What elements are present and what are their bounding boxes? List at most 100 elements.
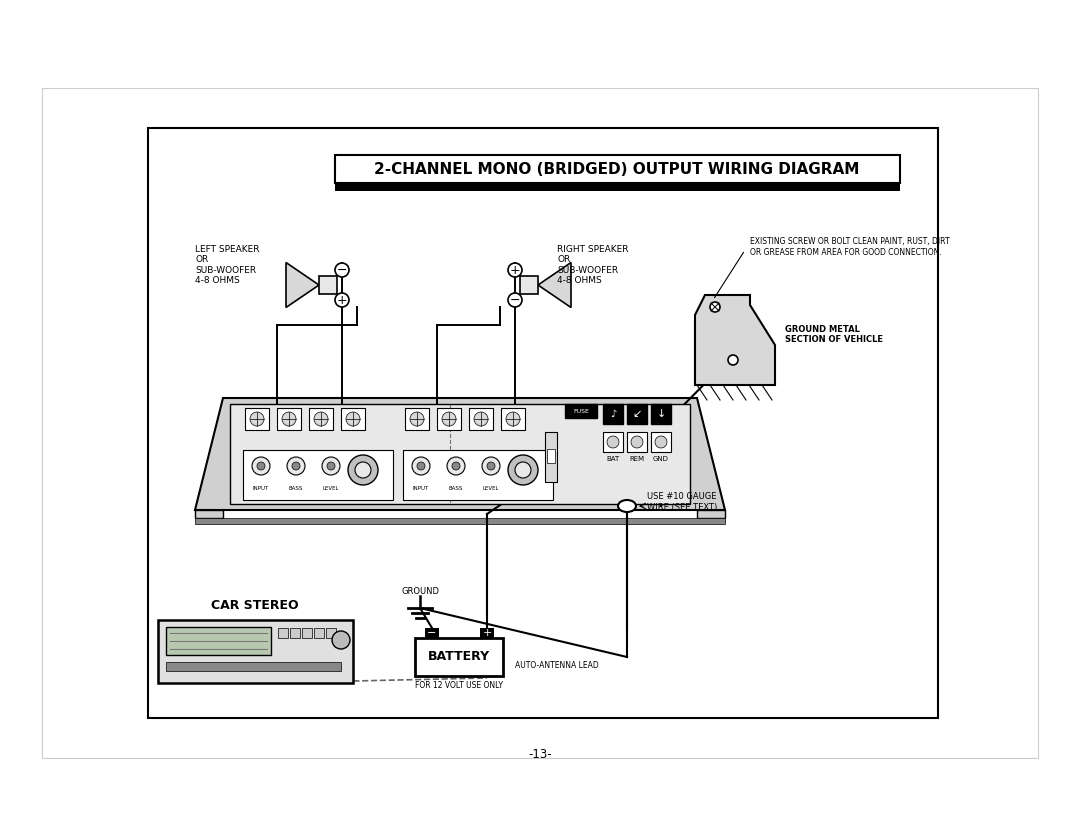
Bar xyxy=(519,276,538,294)
Bar xyxy=(480,628,494,638)
Polygon shape xyxy=(195,398,725,510)
Text: -13-: -13- xyxy=(528,748,552,761)
Text: INPUT: INPUT xyxy=(253,486,269,491)
Bar xyxy=(278,628,288,638)
Circle shape xyxy=(417,462,426,470)
Text: −: − xyxy=(337,264,348,277)
Polygon shape xyxy=(697,510,725,518)
Text: −: − xyxy=(428,628,436,638)
Text: +: + xyxy=(510,264,521,277)
Text: BASS: BASS xyxy=(449,486,463,491)
Circle shape xyxy=(252,457,270,475)
Bar xyxy=(245,408,269,430)
Text: CAR STEREO: CAR STEREO xyxy=(212,599,299,612)
Circle shape xyxy=(257,462,265,470)
Bar xyxy=(302,628,312,638)
Text: FOR 12 VOLT USE ONLY: FOR 12 VOLT USE ONLY xyxy=(415,681,503,690)
Circle shape xyxy=(631,436,643,448)
Circle shape xyxy=(474,412,488,426)
Circle shape xyxy=(322,457,340,475)
Circle shape xyxy=(508,455,538,485)
Circle shape xyxy=(314,412,328,426)
Text: +: + xyxy=(337,294,348,307)
Circle shape xyxy=(335,263,349,277)
Circle shape xyxy=(332,631,350,649)
Circle shape xyxy=(292,462,300,470)
Text: AUTO-ANTENNA LEAD: AUTO-ANTENNA LEAD xyxy=(515,661,598,670)
Polygon shape xyxy=(286,263,319,308)
Bar xyxy=(276,408,301,430)
Circle shape xyxy=(654,436,667,448)
Bar xyxy=(627,432,647,452)
Bar xyxy=(651,404,671,424)
Text: GROUND: GROUND xyxy=(401,587,438,596)
Text: BATTERY: BATTERY xyxy=(428,651,490,664)
Text: INPUT: INPUT xyxy=(413,486,429,491)
Bar xyxy=(319,276,337,294)
Text: ↓: ↓ xyxy=(657,409,665,419)
Circle shape xyxy=(287,457,305,475)
Text: EXISTING SCREW OR BOLT CLEAN PAINT, RUST, DIRT: EXISTING SCREW OR BOLT CLEAN PAINT, RUST… xyxy=(750,237,949,246)
Bar xyxy=(309,408,333,430)
Bar xyxy=(341,408,365,430)
Text: USE #10 GAUGE
WIRE (SEE TEXT): USE #10 GAUGE WIRE (SEE TEXT) xyxy=(647,492,717,512)
Text: ↙: ↙ xyxy=(632,409,642,419)
Ellipse shape xyxy=(618,500,636,512)
Text: 2-CHANNEL MONO (BRIDGED) OUTPUT WIRING DIAGRAM: 2-CHANNEL MONO (BRIDGED) OUTPUT WIRING D… xyxy=(375,162,860,177)
Bar xyxy=(603,432,623,452)
Bar xyxy=(437,408,461,430)
Bar xyxy=(405,408,429,430)
Bar xyxy=(546,449,555,463)
Circle shape xyxy=(348,455,378,485)
Bar xyxy=(415,638,503,676)
Bar xyxy=(469,408,492,430)
Bar xyxy=(195,518,725,524)
Bar xyxy=(291,628,300,638)
Circle shape xyxy=(327,462,335,470)
Text: BAT: BAT xyxy=(606,456,620,462)
Circle shape xyxy=(515,462,531,478)
Text: REM: REM xyxy=(630,456,645,462)
Circle shape xyxy=(508,293,522,307)
Bar xyxy=(166,627,271,655)
Text: +: + xyxy=(483,628,491,638)
Bar xyxy=(651,432,671,452)
Circle shape xyxy=(411,457,430,475)
Bar xyxy=(565,404,597,418)
Circle shape xyxy=(442,412,456,426)
Bar xyxy=(627,404,647,424)
Text: ♪: ♪ xyxy=(610,409,616,419)
Bar xyxy=(603,404,623,424)
Bar xyxy=(501,408,525,430)
Bar xyxy=(243,450,393,500)
Text: RIGHT SPEAKER
OR
SUB-WOOFER
4-8 OHMS: RIGHT SPEAKER OR SUB-WOOFER 4-8 OHMS xyxy=(557,245,629,285)
Circle shape xyxy=(447,457,465,475)
Circle shape xyxy=(355,462,372,478)
Circle shape xyxy=(249,412,264,426)
Bar xyxy=(230,404,690,504)
Circle shape xyxy=(508,263,522,277)
Circle shape xyxy=(728,355,738,365)
Circle shape xyxy=(710,302,720,312)
Polygon shape xyxy=(538,263,571,308)
Bar xyxy=(403,450,553,500)
Circle shape xyxy=(335,293,349,307)
Circle shape xyxy=(453,462,460,470)
Text: LEVEL: LEVEL xyxy=(483,486,499,491)
Circle shape xyxy=(482,457,500,475)
Polygon shape xyxy=(696,295,775,385)
Bar xyxy=(335,183,900,191)
Bar xyxy=(42,88,1038,758)
Circle shape xyxy=(282,412,296,426)
Text: BASS: BASS xyxy=(288,486,303,491)
Text: LEFT SPEAKER
OR
SUB-WOOFER
4-8 OHMS: LEFT SPEAKER OR SUB-WOOFER 4-8 OHMS xyxy=(195,245,259,285)
Bar xyxy=(335,155,900,183)
Text: GROUND METAL
SECTION OF VEHICLE: GROUND METAL SECTION OF VEHICLE xyxy=(785,325,883,344)
Circle shape xyxy=(607,436,619,448)
Bar xyxy=(166,662,341,671)
Bar xyxy=(314,628,324,638)
Circle shape xyxy=(410,412,424,426)
Circle shape xyxy=(346,412,360,426)
Text: FUSE: FUSE xyxy=(573,409,589,414)
Bar xyxy=(545,432,557,482)
